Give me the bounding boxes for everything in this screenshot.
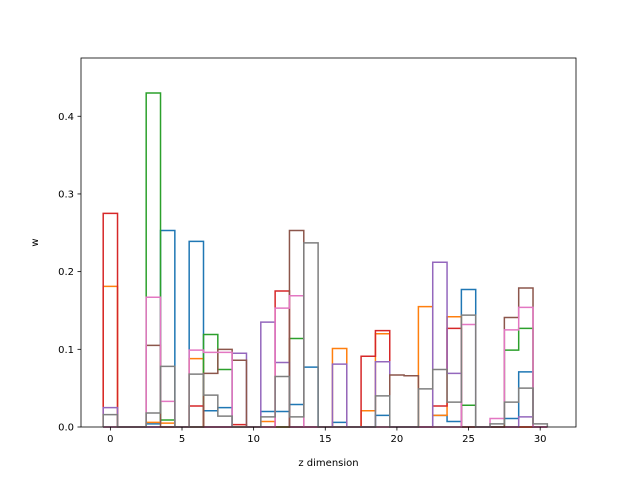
y-tick-label: 0.4 [58, 112, 74, 123]
axes-frame [80, 57, 577, 428]
y-tick-label: 0.2 [58, 267, 74, 278]
x-tick-label: 25 [462, 434, 475, 445]
y-axis-ticks: 0.0 0.1 0.2 0.3 0.4 [58, 112, 81, 434]
x-tick-label: 20 [391, 434, 404, 445]
x-axis-label: z dimension [298, 458, 358, 469]
y-tick-label: 0.0 [58, 423, 74, 434]
x-tick-label: 0 [107, 434, 113, 445]
y-tick-label: 0.1 [58, 345, 74, 356]
x-tick-label: 30 [534, 434, 547, 445]
x-tick-label: 5 [179, 434, 185, 445]
y-axis-label: w [30, 238, 41, 246]
x-tick-label: 15 [319, 434, 332, 445]
x-axis-ticks: 0 5 10 15 20 25 30 [107, 427, 547, 445]
x-tick-label: 10 [247, 434, 260, 445]
y-tick-label: 0.3 [58, 189, 74, 200]
